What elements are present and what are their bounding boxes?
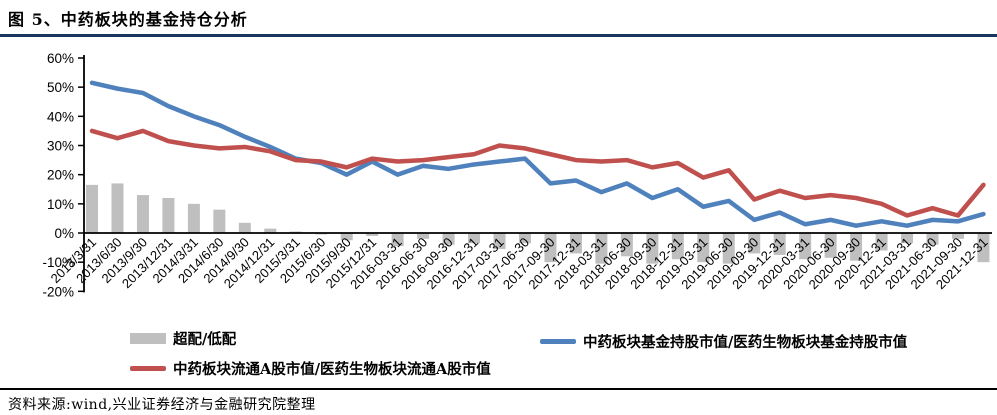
legend-label: 中药板块流通A股市值/医药生物板块流通A股市值 (173, 361, 491, 378)
source-note: 资料来源:wind,兴业证券经济与金融研究院整理 (8, 397, 316, 413)
svg-text:20%: 20% (47, 168, 74, 183)
svg-text:-10%: -10% (42, 255, 74, 270)
legend-blue-line-swatch (540, 339, 576, 344)
svg-text:10%: 10% (47, 197, 74, 212)
legend-bar-swatch (130, 333, 166, 344)
legend-label: 超配/低配 (173, 331, 237, 348)
svg-text:30%: 30% (47, 139, 74, 154)
title-underline (0, 34, 997, 37)
legend-item-float-value: 中药板块流通A股市值/医药生物板块流通A股市值 (130, 358, 491, 379)
svg-text:50%: 50% (47, 80, 74, 95)
figure-title: 图 5、中药板块的基金持仓分析 (8, 10, 248, 29)
chart-area: 60% 50% 40% 30% 20% 10% 0% -10% -20% 2013/3/31 201… (0, 40, 997, 306)
svg-text:40%: 40% (47, 109, 74, 124)
chart-legend: 超配/低配 中药板块基金持股市值/医药生物板块基金持股市值 中药板块流通A股市值… (0, 318, 997, 380)
svg-text:-20%: -20% (42, 284, 74, 299)
fund-holdings-chart: 60%50%40%30%20%10%0%-10%-20%2013/3/31201… (42, 51, 992, 299)
svg-text:60%: 60% (47, 51, 74, 66)
svg-text:0%: 0% (54, 226, 74, 241)
legend-label: 中药板块基金持股市值/医药生物板块基金持股市值 (583, 334, 908, 351)
legend-item-fund-holding: 中药板块基金持股市值/医药生物板块基金持股市值 (540, 331, 907, 352)
legend-red-line-swatch (130, 366, 166, 371)
legend-item-overweight: 超配/低配 (130, 328, 236, 349)
footer-divider (0, 388, 997, 390)
